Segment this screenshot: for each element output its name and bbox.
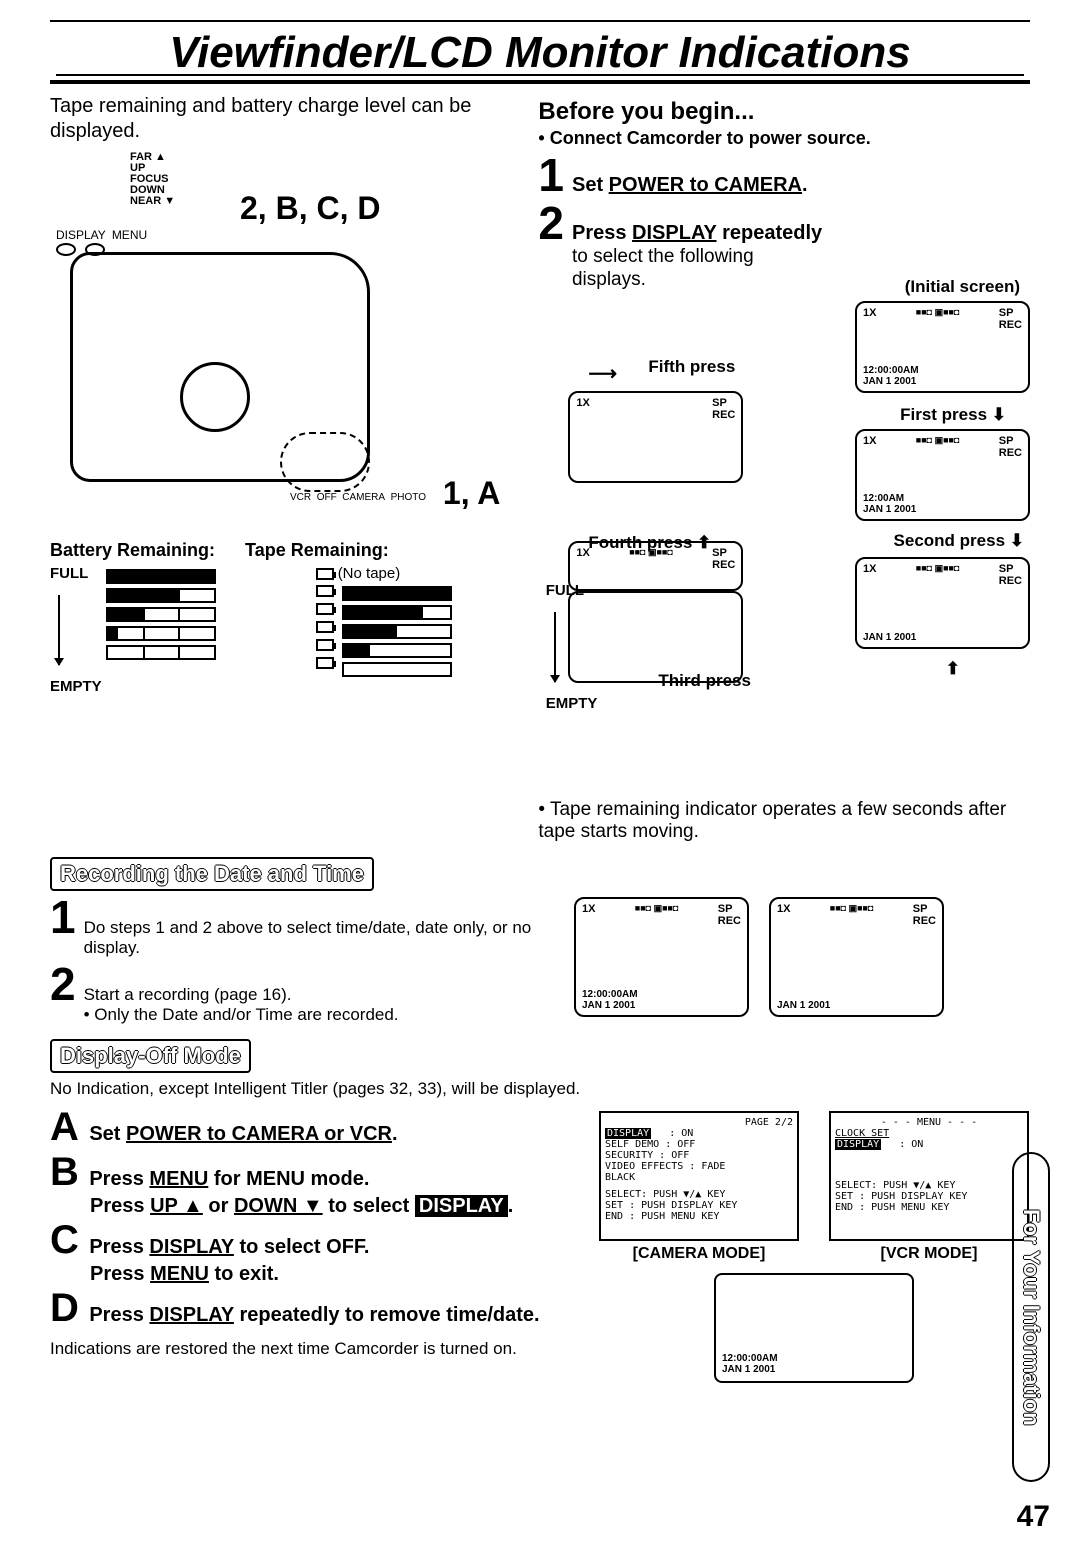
doff-step-d: D Press DISPLAY repeatedly to remove tim…: [50, 1286, 578, 1331]
lens-icon: [180, 362, 250, 432]
tape-heading: Tape Remaining:: [245, 540, 389, 561]
before-bullet: • Connect Camcorder to power source.: [538, 128, 1030, 149]
camera-mode-label: [CAMERA MODE]: [599, 1245, 799, 1263]
fifth-press-label: Fifth press: [648, 357, 735, 377]
initial-label: (Initial screen): [905, 277, 1020, 297]
tape-bars: [342, 582, 542, 681]
page-title: Viewfinder/LCD Monitor Indications: [50, 20, 1030, 84]
third-press-label: ⬆: [946, 659, 960, 679]
final-screen: 12:00:00AMJAN 1 2001: [714, 1273, 914, 1383]
display-button-icon: [56, 243, 76, 256]
page-number: 47: [1017, 1500, 1050, 1534]
menu-vcr: - - - MENU - - - CLOCK SET DISPLAY : ON …: [829, 1111, 1029, 1241]
step-1: 1 Set POWER to CAMERA.: [538, 155, 1030, 197]
screen-example-date: 1X■■◘ ▣■■◘SPREC JAN 1 2001: [769, 897, 944, 1017]
callout-1a: 1, A: [443, 475, 501, 512]
tape-note: • Tape remaining indicator operates a fe…: [538, 799, 1030, 843]
display-cycle: (Initial screen) 1X■■◘ ▣■■◘SPREC 12:00:0…: [538, 301, 1030, 791]
empty-label: EMPTY: [50, 678, 102, 695]
screen-first: 1X■■◘ ▣■■◘SPREC 12:00AMJAN 1 2001: [855, 429, 1030, 521]
intro-text: Tape remaining and battery charge level …: [50, 94, 520, 144]
rec-step-1: 1 Do steps 1 and 2 above to select time/…: [50, 897, 544, 958]
second-press-label: Second press ⬇: [894, 531, 1024, 551]
arrow-down-icon: [58, 595, 60, 665]
side-tab: For Your Information: [1012, 1152, 1050, 1482]
rec-step-2: 2 Start a recording (page 16). • Only th…: [50, 964, 544, 1025]
doff-step-b: B Press MENU for MENU mode. Press UP ▲ o…: [50, 1150, 578, 1218]
screen-fifth: 1XSPREC: [568, 391, 743, 483]
doff-step-c: C Press DISPLAY to select OFF. Press MEN…: [50, 1218, 578, 1286]
battery-tape-indicators: FULL EMPTY (No tape): [50, 565, 520, 712]
tape-x-icon: [316, 568, 334, 580]
first-press-label: First press ⬇: [900, 405, 1006, 425]
left-column: Tape remaining and battery charge level …: [50, 94, 520, 843]
screen-example-datetime: 1X■■◘ ▣■■◘SPREC 12:00:00AMJAN 1 2001: [574, 897, 749, 1017]
menu-camera: PAGE 2/2 DISPLAY : ON SELF DEMO : OFF SE…: [599, 1111, 799, 1241]
focus-callouts: FAR ▲ UP FOCUS DOWN NEAR ▼: [130, 152, 175, 207]
screen-initial: 1X■■◘ ▣■■◘SPREC 12:00:00AMJAN 1 2001: [855, 301, 1030, 393]
battery-bars: [106, 565, 306, 664]
before-heading: Before you begin...: [538, 98, 1030, 126]
callout-2bcd: 2, B, C, D: [240, 190, 380, 227]
vcr-mode-label: [VCR MODE]: [829, 1245, 1029, 1263]
doff-step-a: A Set POWER to CAMERA or VCR.: [50, 1105, 578, 1150]
battery-heading: Battery Remaining:: [50, 540, 215, 561]
dial-labels: VCR OFF CAMERA PHOTO: [290, 492, 426, 503]
loop-arrow-icon: ⟶: [588, 361, 617, 386]
screen-second: 1X■■◘ ▣■■◘SPREC JAN 1 2001: [855, 557, 1030, 649]
screen-fourth: 1X■■◘ ▣■■◘SPREC: [568, 541, 743, 591]
right-column: Before you begin... • Connect Camcorder …: [538, 94, 1030, 843]
section-display-off: Display-Off Mode: [50, 1039, 251, 1073]
doff-intro: No Indication, except Intelligent Titler…: [50, 1079, 1030, 1099]
camcorder-diagram: FAR ▲ UP FOCUS DOWN NEAR ▼ 2, B, C, D DI…: [50, 152, 520, 532]
section-recording: Recording the Date and Time: [50, 857, 374, 891]
screen-third: [568, 591, 743, 683]
full-label: FULL: [50, 565, 102, 582]
doff-note: Indications are restored the next time C…: [50, 1339, 578, 1359]
power-dial-icon: [280, 432, 370, 492]
